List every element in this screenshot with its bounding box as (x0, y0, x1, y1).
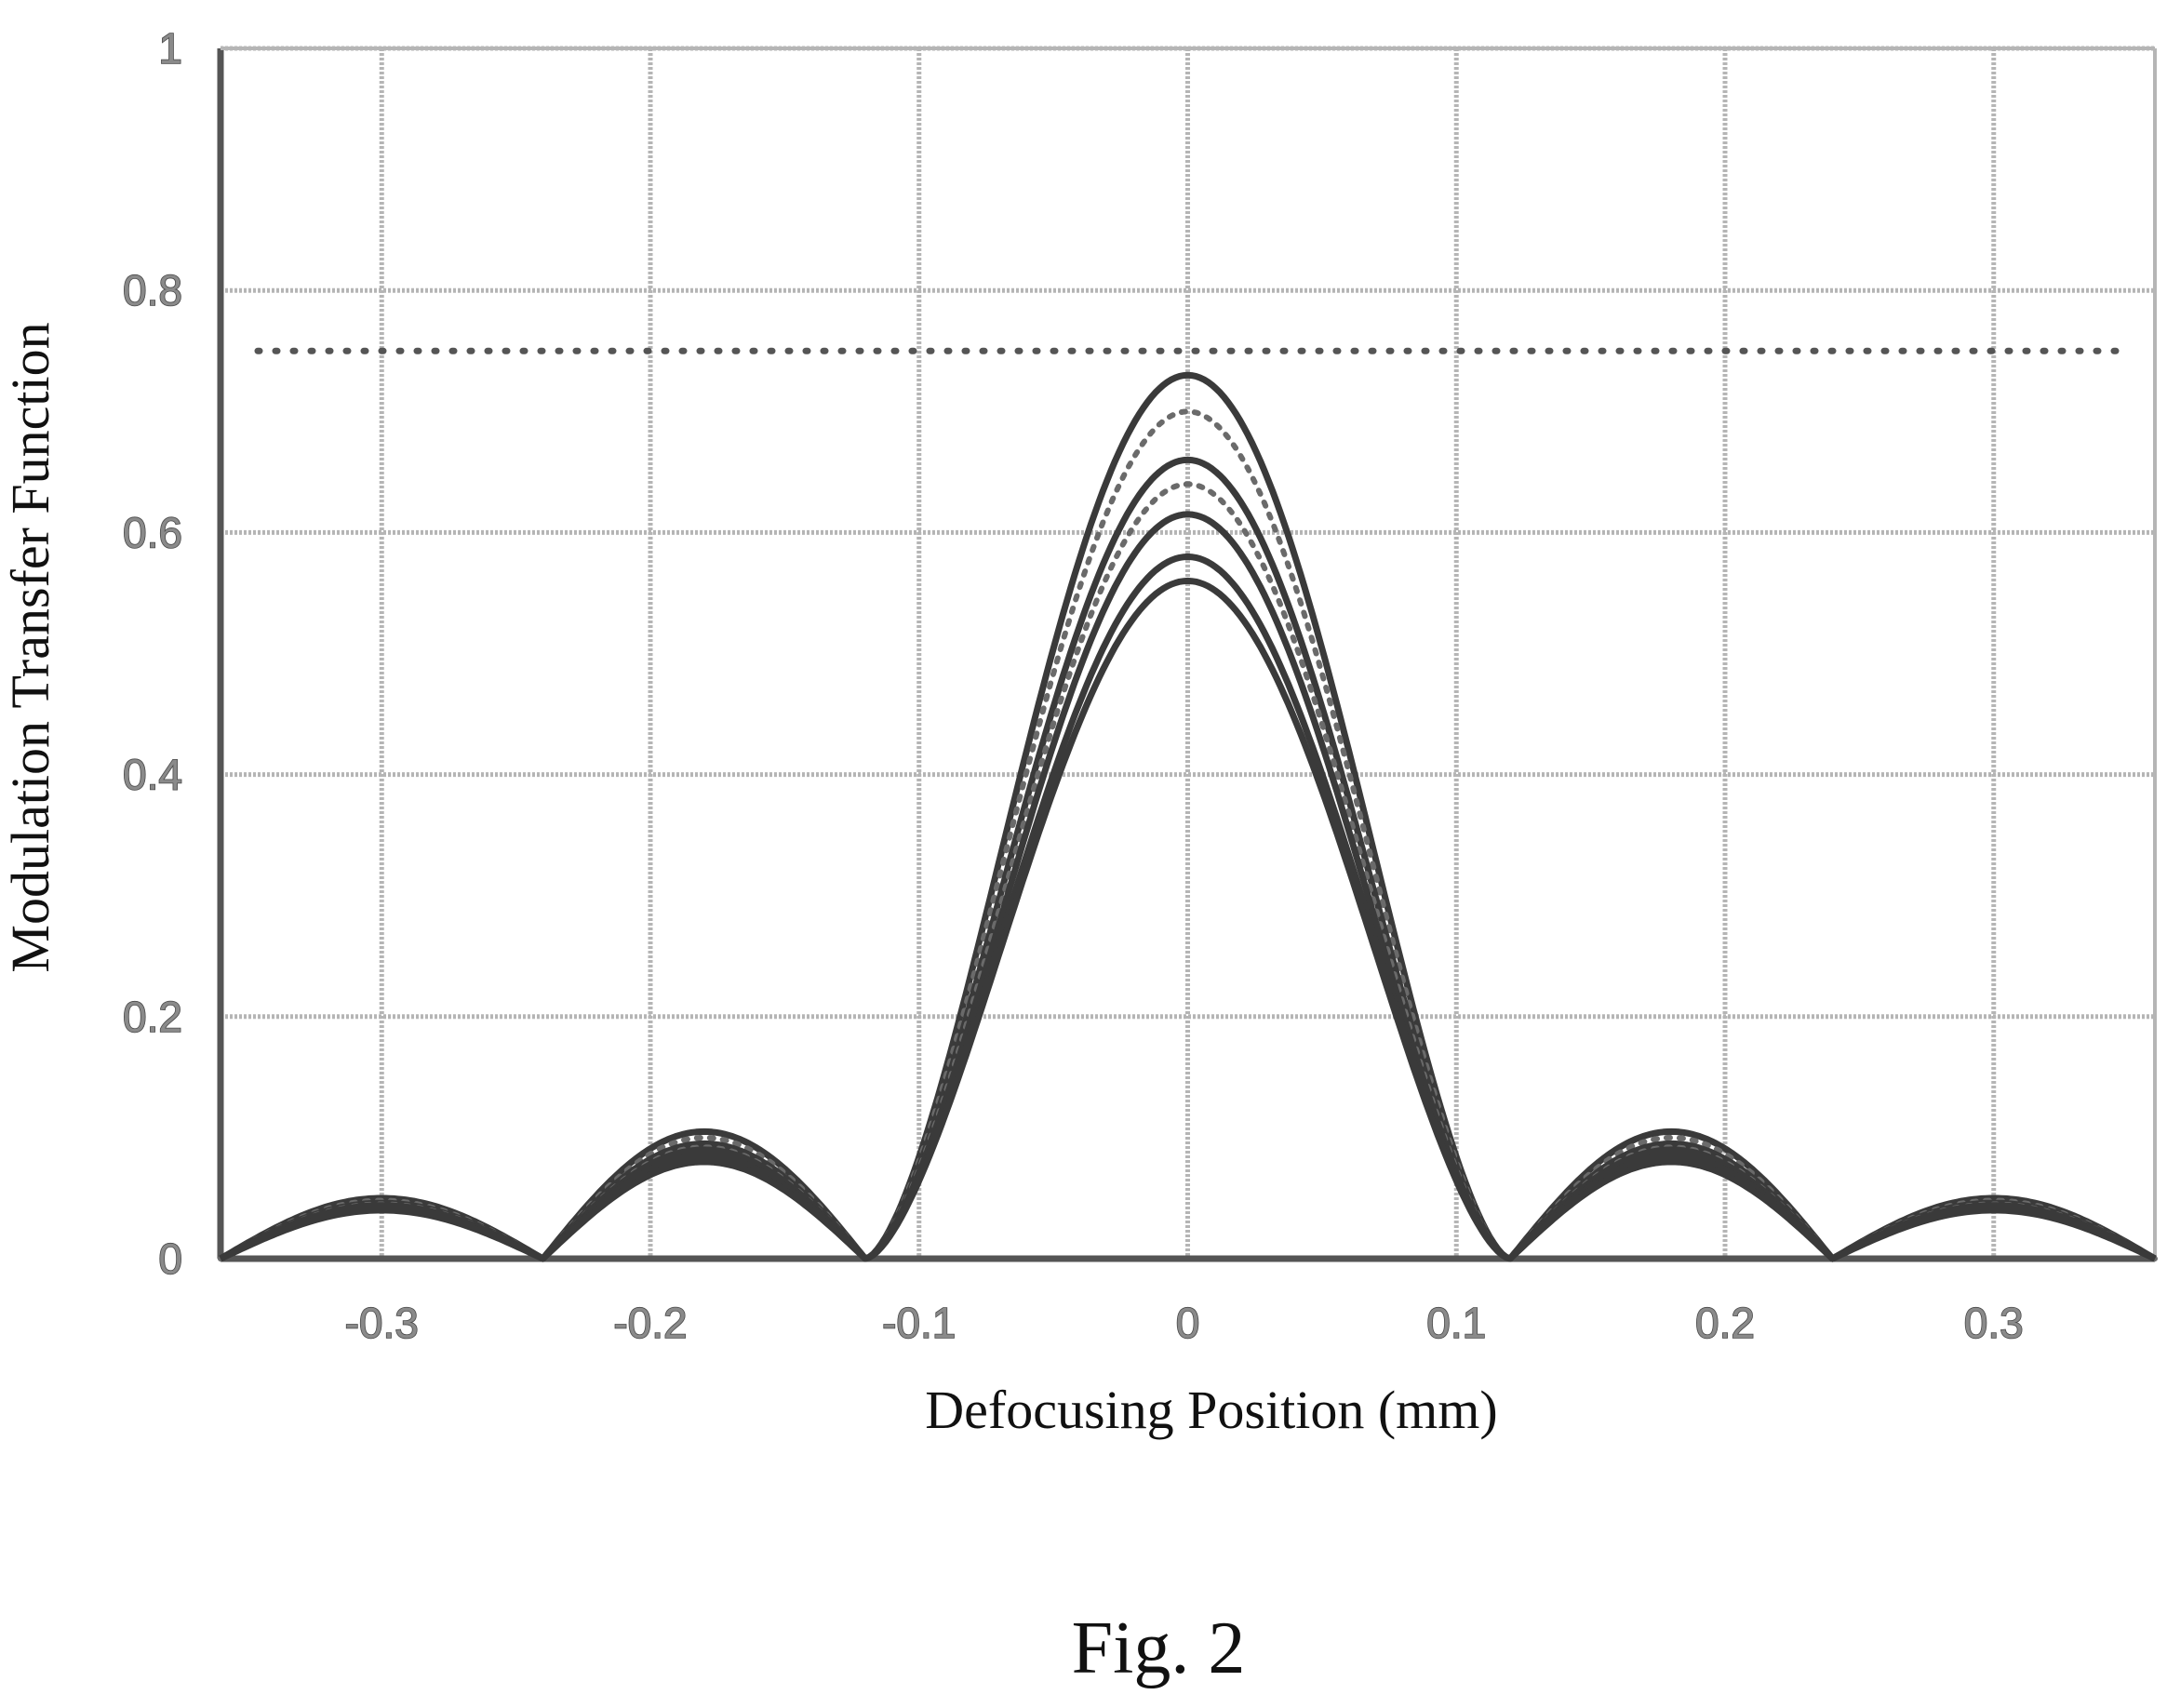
y-tick-label: 0 (158, 1234, 182, 1283)
x-tick-label: 0.2 (1695, 1299, 1755, 1347)
y-tick-labels: 0 0.2 0.4 0.6 0.8 1 (122, 23, 183, 1284)
y-tick-label: 0.4 (123, 751, 182, 799)
x-axis-title: Defocusing Position (mm) (925, 1380, 1497, 1440)
series-line-7 (219, 577, 2157, 1262)
x-tick-label: 0.3 (1964, 1299, 2024, 1347)
x-tick-label: -0.1 (882, 1299, 956, 1347)
series-group (218, 371, 2158, 1262)
x-tick-label: -0.2 (613, 1299, 687, 1347)
y-tick-label: 0.8 (123, 266, 182, 314)
grid-lines (221, 46, 2155, 1261)
x-tick-labels: -0.3 -0.2 -0.1 0 0.1 0.2 0.3 (344, 1298, 2025, 1348)
x-tick-label: -0.3 (345, 1299, 419, 1347)
y-tick-label: 1 (158, 24, 182, 73)
y-axis-title: Modulation Transfer Function (0, 322, 60, 972)
y-tick-label: 0.6 (123, 508, 182, 556)
figure-caption: Fig. 2 (1072, 1608, 1246, 1689)
x-tick-label: 0 (1176, 1299, 1200, 1347)
x-tick-label: 0.1 (1426, 1299, 1486, 1347)
y-tick-label: 0.2 (123, 993, 182, 1041)
